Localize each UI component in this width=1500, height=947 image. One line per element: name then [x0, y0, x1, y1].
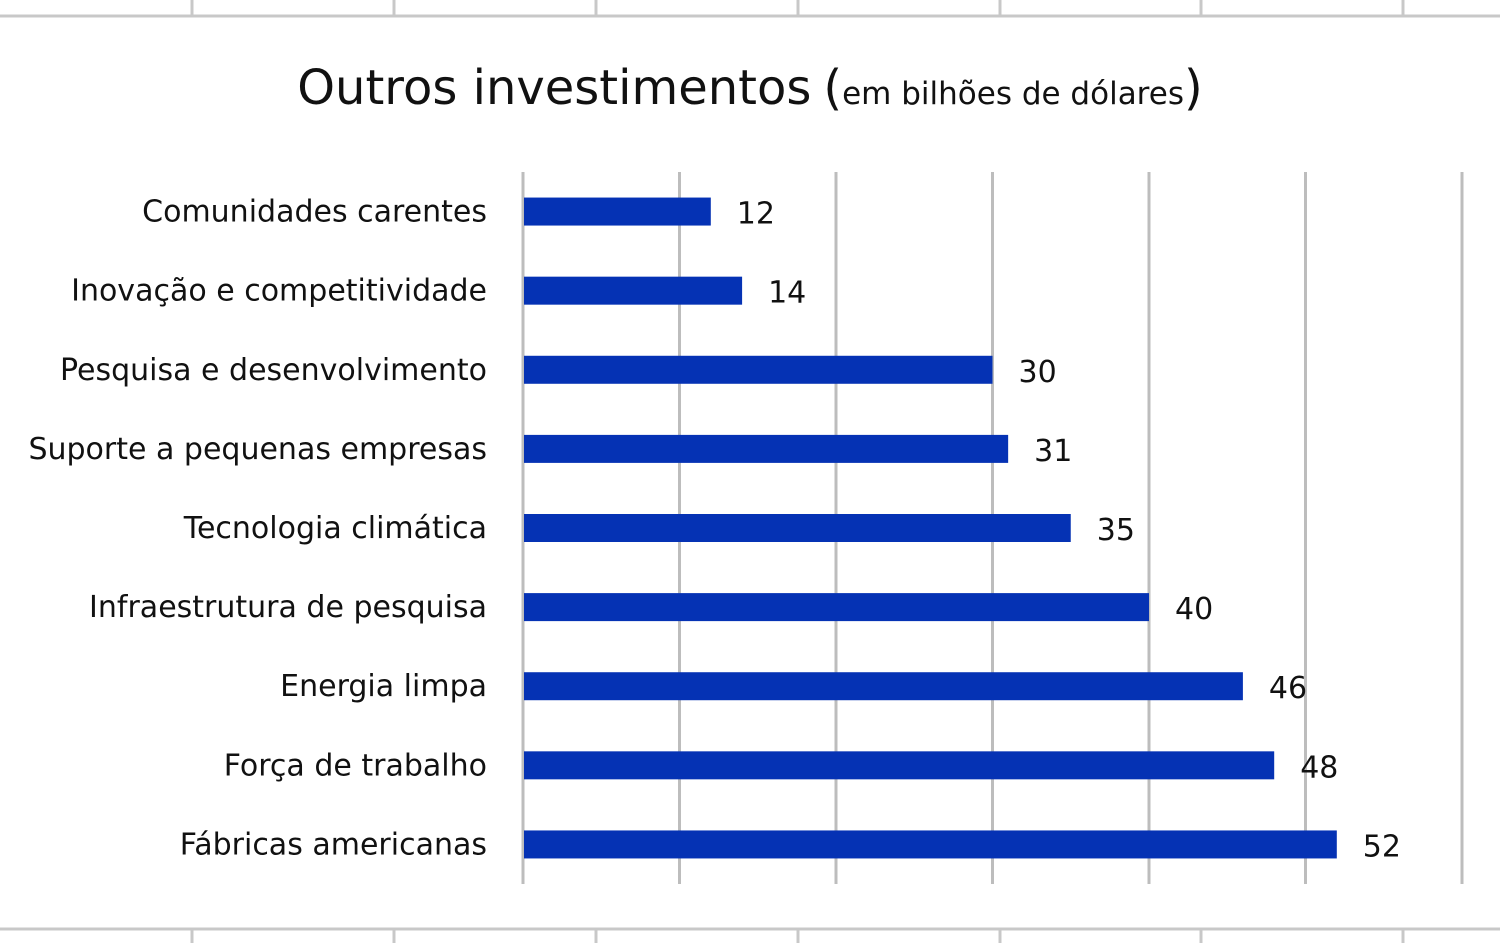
title-open-paren: (: [823, 60, 842, 116]
category-label: Inovação e competitividade: [71, 274, 487, 309]
data-label: 31: [1034, 434, 1072, 469]
category-label: Comunidades carentes: [142, 195, 487, 230]
chart-title-main: Outros investimentos: [297, 60, 811, 116]
bar: [524, 514, 1071, 542]
bar: [524, 830, 1337, 859]
bar: [524, 197, 711, 226]
data-label: 12: [737, 197, 775, 232]
bar: [524, 355, 993, 384]
bar: [524, 434, 1009, 463]
data-labels: 12 14 30 31 35 40 46 48 52: [737, 197, 1401, 865]
bar: [524, 276, 743, 305]
chart-title: Outros investimentos (em bilhões de dólar…: [297, 60, 1202, 116]
category-label: Energia limpa: [280, 669, 487, 704]
category-label: Fábricas americanas: [180, 827, 487, 862]
category-labels: Comunidades carentes Inovação e competiti…: [28, 195, 487, 863]
bar: [524, 593, 1149, 622]
category-label: Infraestrutura de pesquisa: [89, 590, 487, 625]
bar: [524, 672, 1243, 701]
category-label: Suporte a pequenas empresas: [28, 432, 487, 467]
category-label: Tecnologia climática: [183, 511, 487, 546]
title-close-paren: ): [1184, 60, 1203, 116]
bar-series: [524, 197, 1337, 859]
data-label: 30: [1019, 355, 1057, 390]
data-label: 40: [1175, 592, 1213, 627]
data-label: 46: [1269, 671, 1307, 706]
category-label: Pesquisa e desenvolvimento: [60, 353, 487, 388]
data-label: 48: [1300, 750, 1338, 785]
chart-subtitle: em bilhões de dólares: [842, 76, 1184, 112]
category-label: Força de trabalho: [224, 748, 487, 783]
data-label: 35: [1097, 513, 1135, 548]
data-label: 52: [1363, 829, 1401, 864]
bar: [524, 751, 1275, 780]
data-label: 14: [768, 276, 806, 311]
